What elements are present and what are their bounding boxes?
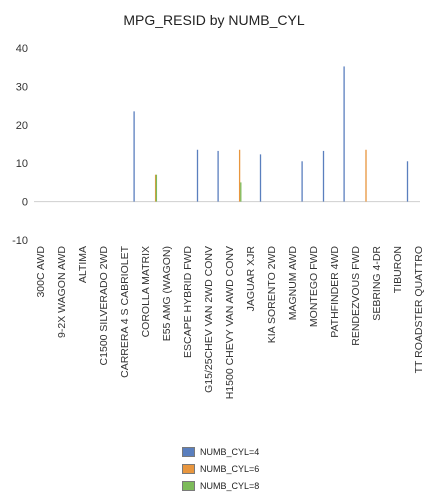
legend-label: NUMB_CYL=4 bbox=[200, 447, 260, 457]
x-tick-label: E55 AMG (WAGON) bbox=[161, 246, 173, 341]
bar-numb-cyl-4 bbox=[196, 149, 199, 202]
legend-item: NUMB_CYL=4 bbox=[182, 444, 278, 460]
x-tick-label: ESCAPE HYBRID FWD bbox=[182, 246, 194, 358]
y-tick-label: 30 bbox=[16, 81, 28, 93]
x-tick-label: H1500 CHEVY VAN AWD CONV bbox=[224, 246, 236, 399]
bar-numb-cyl-4 bbox=[301, 161, 303, 202]
y-tick-label: 40 bbox=[16, 43, 28, 55]
x-tick-label: SEBRING 4-DR bbox=[371, 246, 383, 321]
y-tick-label: 0 bbox=[22, 197, 28, 209]
x-tick-label: MAGNUM AWD bbox=[287, 246, 299, 321]
x-tick-label: COROLLA MATRIX bbox=[140, 246, 152, 337]
chart-legend: NUMB_CYL=4 NUMB_CYL=6 NUMB_CYL=8 bbox=[182, 444, 278, 495]
chart-plot: -10 0 10 20 30 40 300C AWD 9-2X WAGON AWD ALTIMA… bbox=[12, 43, 425, 399]
y-tick-label: 20 bbox=[16, 120, 28, 132]
legend-swatch bbox=[182, 447, 195, 457]
legend-swatch bbox=[182, 464, 195, 474]
x-tick-label: PATHFINDER 4WD bbox=[329, 246, 341, 338]
legend-item: NUMB_CYL=6 bbox=[182, 461, 278, 477]
x-tick-label: MONTEGO FWD bbox=[308, 246, 320, 327]
bar-numb-cyl-8 bbox=[240, 182, 242, 202]
bar-numb-cyl-4 bbox=[406, 161, 409, 202]
bar-numb-cyl-6 bbox=[154, 174, 157, 202]
chart-title: MPG_RESID by NUMB_CYL bbox=[123, 12, 305, 28]
bar-numb-cyl-4 bbox=[322, 150, 325, 202]
bar-numb-cyl-6 bbox=[365, 149, 367, 202]
bar-numb-cyl-4 bbox=[133, 111, 135, 202]
bar-numb-cyl-8 bbox=[155, 174, 158, 202]
bar-numb-cyl-4 bbox=[217, 150, 219, 202]
bar-numb-cyl-4 bbox=[259, 154, 262, 202]
x-tick-label: 300C AWD bbox=[35, 246, 47, 298]
bar-numb-cyl-6 bbox=[238, 149, 241, 202]
x-tick-label: ALTIMA bbox=[77, 246, 89, 283]
legend-item: NUMB_CYL=8 bbox=[182, 478, 278, 494]
x-tick-label: G15/25CHEV VAN 2WD CONV bbox=[203, 246, 215, 393]
x-tick-label: KIA SORENTO 2WD bbox=[266, 246, 278, 344]
legend-swatch bbox=[182, 481, 195, 491]
x-tick-label: TT ROADSTER QUATTRO bbox=[413, 246, 425, 373]
bar-numb-cyl-4 bbox=[343, 66, 345, 202]
x-tick-label: CARRERA 4 S CABRIOLET bbox=[119, 245, 131, 377]
y-tick-label: 10 bbox=[16, 158, 28, 170]
x-tick-label: RENDEZVOUS FWD bbox=[350, 246, 362, 346]
y-tick-label: -10 bbox=[12, 235, 28, 247]
legend-label: NUMB_CYL=6 bbox=[200, 464, 260, 474]
legend-label: NUMB_CYL=8 bbox=[200, 481, 260, 491]
x-tick-label: TIBURON bbox=[392, 246, 404, 293]
x-tick-label: JAGUAR XJR bbox=[245, 246, 257, 312]
x-tick-label: C1500 SILVERADO 2WD bbox=[98, 246, 110, 366]
x-tick-label: 9-2X WAGON AWD bbox=[56, 246, 68, 338]
